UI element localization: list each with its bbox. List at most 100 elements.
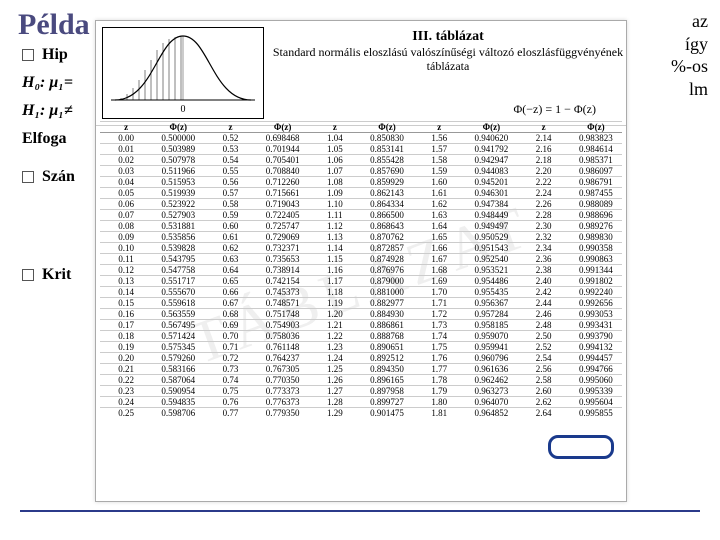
phi-formula: Φ(−z) = 1 − Φ(z) [514, 102, 596, 117]
table-main-title: III. táblázat [270, 29, 626, 45]
z-table-cell: 0.751748 [257, 309, 309, 320]
z-table-cell: 0.964070 [465, 397, 517, 408]
z-table-cell: 1.18 [309, 287, 361, 298]
z-table-cell: 0.964852 [465, 408, 517, 419]
z-table-cell: 0.62 [204, 243, 256, 254]
z-table-cell: 0.957284 [465, 309, 517, 320]
z-table-cell: 1.19 [309, 298, 361, 309]
z-table-cell: 2.48 [518, 320, 570, 331]
z-table-cell: 0.523922 [152, 199, 204, 210]
z-table-cell: 0.855428 [361, 155, 413, 166]
bullet-icon [22, 49, 34, 61]
z-table-cell: 0.06 [100, 199, 152, 210]
z-table-cell: 0.993790 [570, 331, 622, 342]
table-row: 0.190.5753450.710.7611481.230.8906511.75… [100, 342, 622, 353]
z-table-cell: 2.58 [518, 375, 570, 386]
z-table-cell: 0.18 [100, 331, 152, 342]
z-table-header: Φ(z) [465, 122, 517, 133]
table-row: 0.160.5635590.680.7517481.200.8849301.72… [100, 309, 622, 320]
z-table-cell: 0.987455 [570, 188, 622, 199]
h1-mu: μ₁≠ [49, 102, 72, 120]
z-table-cell: 1.23 [309, 342, 361, 353]
table-row: 0.110.5437950.630.7356531.150.8749281.67… [100, 254, 622, 265]
z-table-cell: 1.60 [413, 177, 465, 188]
z-table-cell: 0.864334 [361, 199, 413, 210]
frag-2: így [671, 33, 708, 56]
z-table-cell: 1.29 [309, 408, 361, 419]
z-table-cell: 0.500000 [152, 133, 204, 144]
z-table-cell: 1.80 [413, 397, 465, 408]
z-table-cell: 2.30 [518, 221, 570, 232]
z-table-cell: 0.12 [100, 265, 152, 276]
frag-4: lm [671, 78, 708, 101]
table-row: 0.240.5948350.760.7763731.280.8997271.80… [100, 397, 622, 408]
z-table-cell: 0.725747 [257, 221, 309, 232]
z-table-cell: 0.08 [100, 221, 152, 232]
z-table-cell: 0.61 [204, 232, 256, 243]
z-table-cell: 2.24 [518, 188, 570, 199]
z-table-cell: 0.63 [204, 254, 256, 265]
z-table-cell: 1.16 [309, 265, 361, 276]
z-table-cell: 0.10 [100, 243, 152, 254]
z-table-cell: 1.11 [309, 210, 361, 221]
z-table-cell: 2.20 [518, 166, 570, 177]
z-table-cell: 0.583166 [152, 364, 204, 375]
z-table-cell: 0.748571 [257, 298, 309, 309]
table-row: 0.080.5318810.600.7257471.120.8686431.64… [100, 221, 622, 232]
z-table-cell: 0.594835 [152, 397, 204, 408]
z-table-cell: 0.941792 [465, 144, 517, 155]
z-table-cell: 0.16 [100, 309, 152, 320]
z-table-cell: 1.05 [309, 144, 361, 155]
z-table-popup: 0 III. táblázat Standard normális eloszl… [95, 20, 627, 502]
z-table-cell: 0.11 [100, 254, 152, 265]
z-table-cell: 0.527903 [152, 210, 204, 221]
z-table-cell: 0.575345 [152, 342, 204, 353]
z-table-cell: 0.872857 [361, 243, 413, 254]
z-table-cell: 1.81 [413, 408, 465, 419]
z-table-cell: 0.779350 [257, 408, 309, 419]
z-table-cell: 0.890651 [361, 342, 413, 353]
z-table-cell: 2.52 [518, 342, 570, 353]
z-table-cell: 1.22 [309, 331, 361, 342]
z-table-cell: 0.953521 [465, 265, 517, 276]
table-row: 0.140.5556700.660.7453731.180.8810001.70… [100, 287, 622, 298]
z-table-cell: 0.15 [100, 298, 152, 309]
z-table-cell: 1.64 [413, 221, 465, 232]
z-table-cell: 0.65 [204, 276, 256, 287]
z-table-header: z [100, 122, 152, 133]
z-table-cell: 0.949497 [465, 221, 517, 232]
h1-label: H₁: [22, 102, 45, 120]
z-table-cell: 0.988696 [570, 210, 622, 221]
z-table-cell: 0.00 [100, 133, 152, 144]
z-table-header: z [204, 122, 256, 133]
table-row: 0.230.5909540.750.7733731.270.8979581.79… [100, 386, 622, 397]
z-table-cell: 0.712260 [257, 177, 309, 188]
z-table-cell: 0.870762 [361, 232, 413, 243]
z-table-cell: 2.46 [518, 309, 570, 320]
z-table-cell: 0.940620 [465, 133, 517, 144]
z-table-cell: 0.567495 [152, 320, 204, 331]
z-table-cell: 0.956367 [465, 298, 517, 309]
z-table-header: z [309, 122, 361, 133]
z-table-cell: 0.68 [204, 309, 256, 320]
z-table-cell: 0.535856 [152, 232, 204, 243]
z-table-cell: 1.27 [309, 386, 361, 397]
z-table-cell: 0.991344 [570, 265, 622, 276]
table-row: 0.060.5239220.580.7190431.100.8643341.62… [100, 199, 622, 210]
table-row: 0.090.5358560.610.7290691.130.8707621.65… [100, 232, 622, 243]
z-table-cell: 0.770350 [257, 375, 309, 386]
z-table-cell: 0.579260 [152, 353, 204, 364]
frag-3: %-os [671, 55, 708, 78]
z-table-cell: 1.04 [309, 133, 361, 144]
z-table-cell: 0.722405 [257, 210, 309, 221]
z-table-cell: 0.993431 [570, 320, 622, 331]
z-table-cell: 0.995855 [570, 408, 622, 419]
z-table-cell: 2.18 [518, 155, 570, 166]
z-table-cell: 1.58 [413, 155, 465, 166]
table-row: 0.130.5517170.650.7421541.170.8790001.69… [100, 276, 622, 287]
z-table-cell: 1.73 [413, 320, 465, 331]
z-table-cell: 0.74 [204, 375, 256, 386]
z-table-cell: 0.719043 [257, 199, 309, 210]
z-table-cell: 0.992656 [570, 298, 622, 309]
z-table-cell: 0.989276 [570, 221, 622, 232]
